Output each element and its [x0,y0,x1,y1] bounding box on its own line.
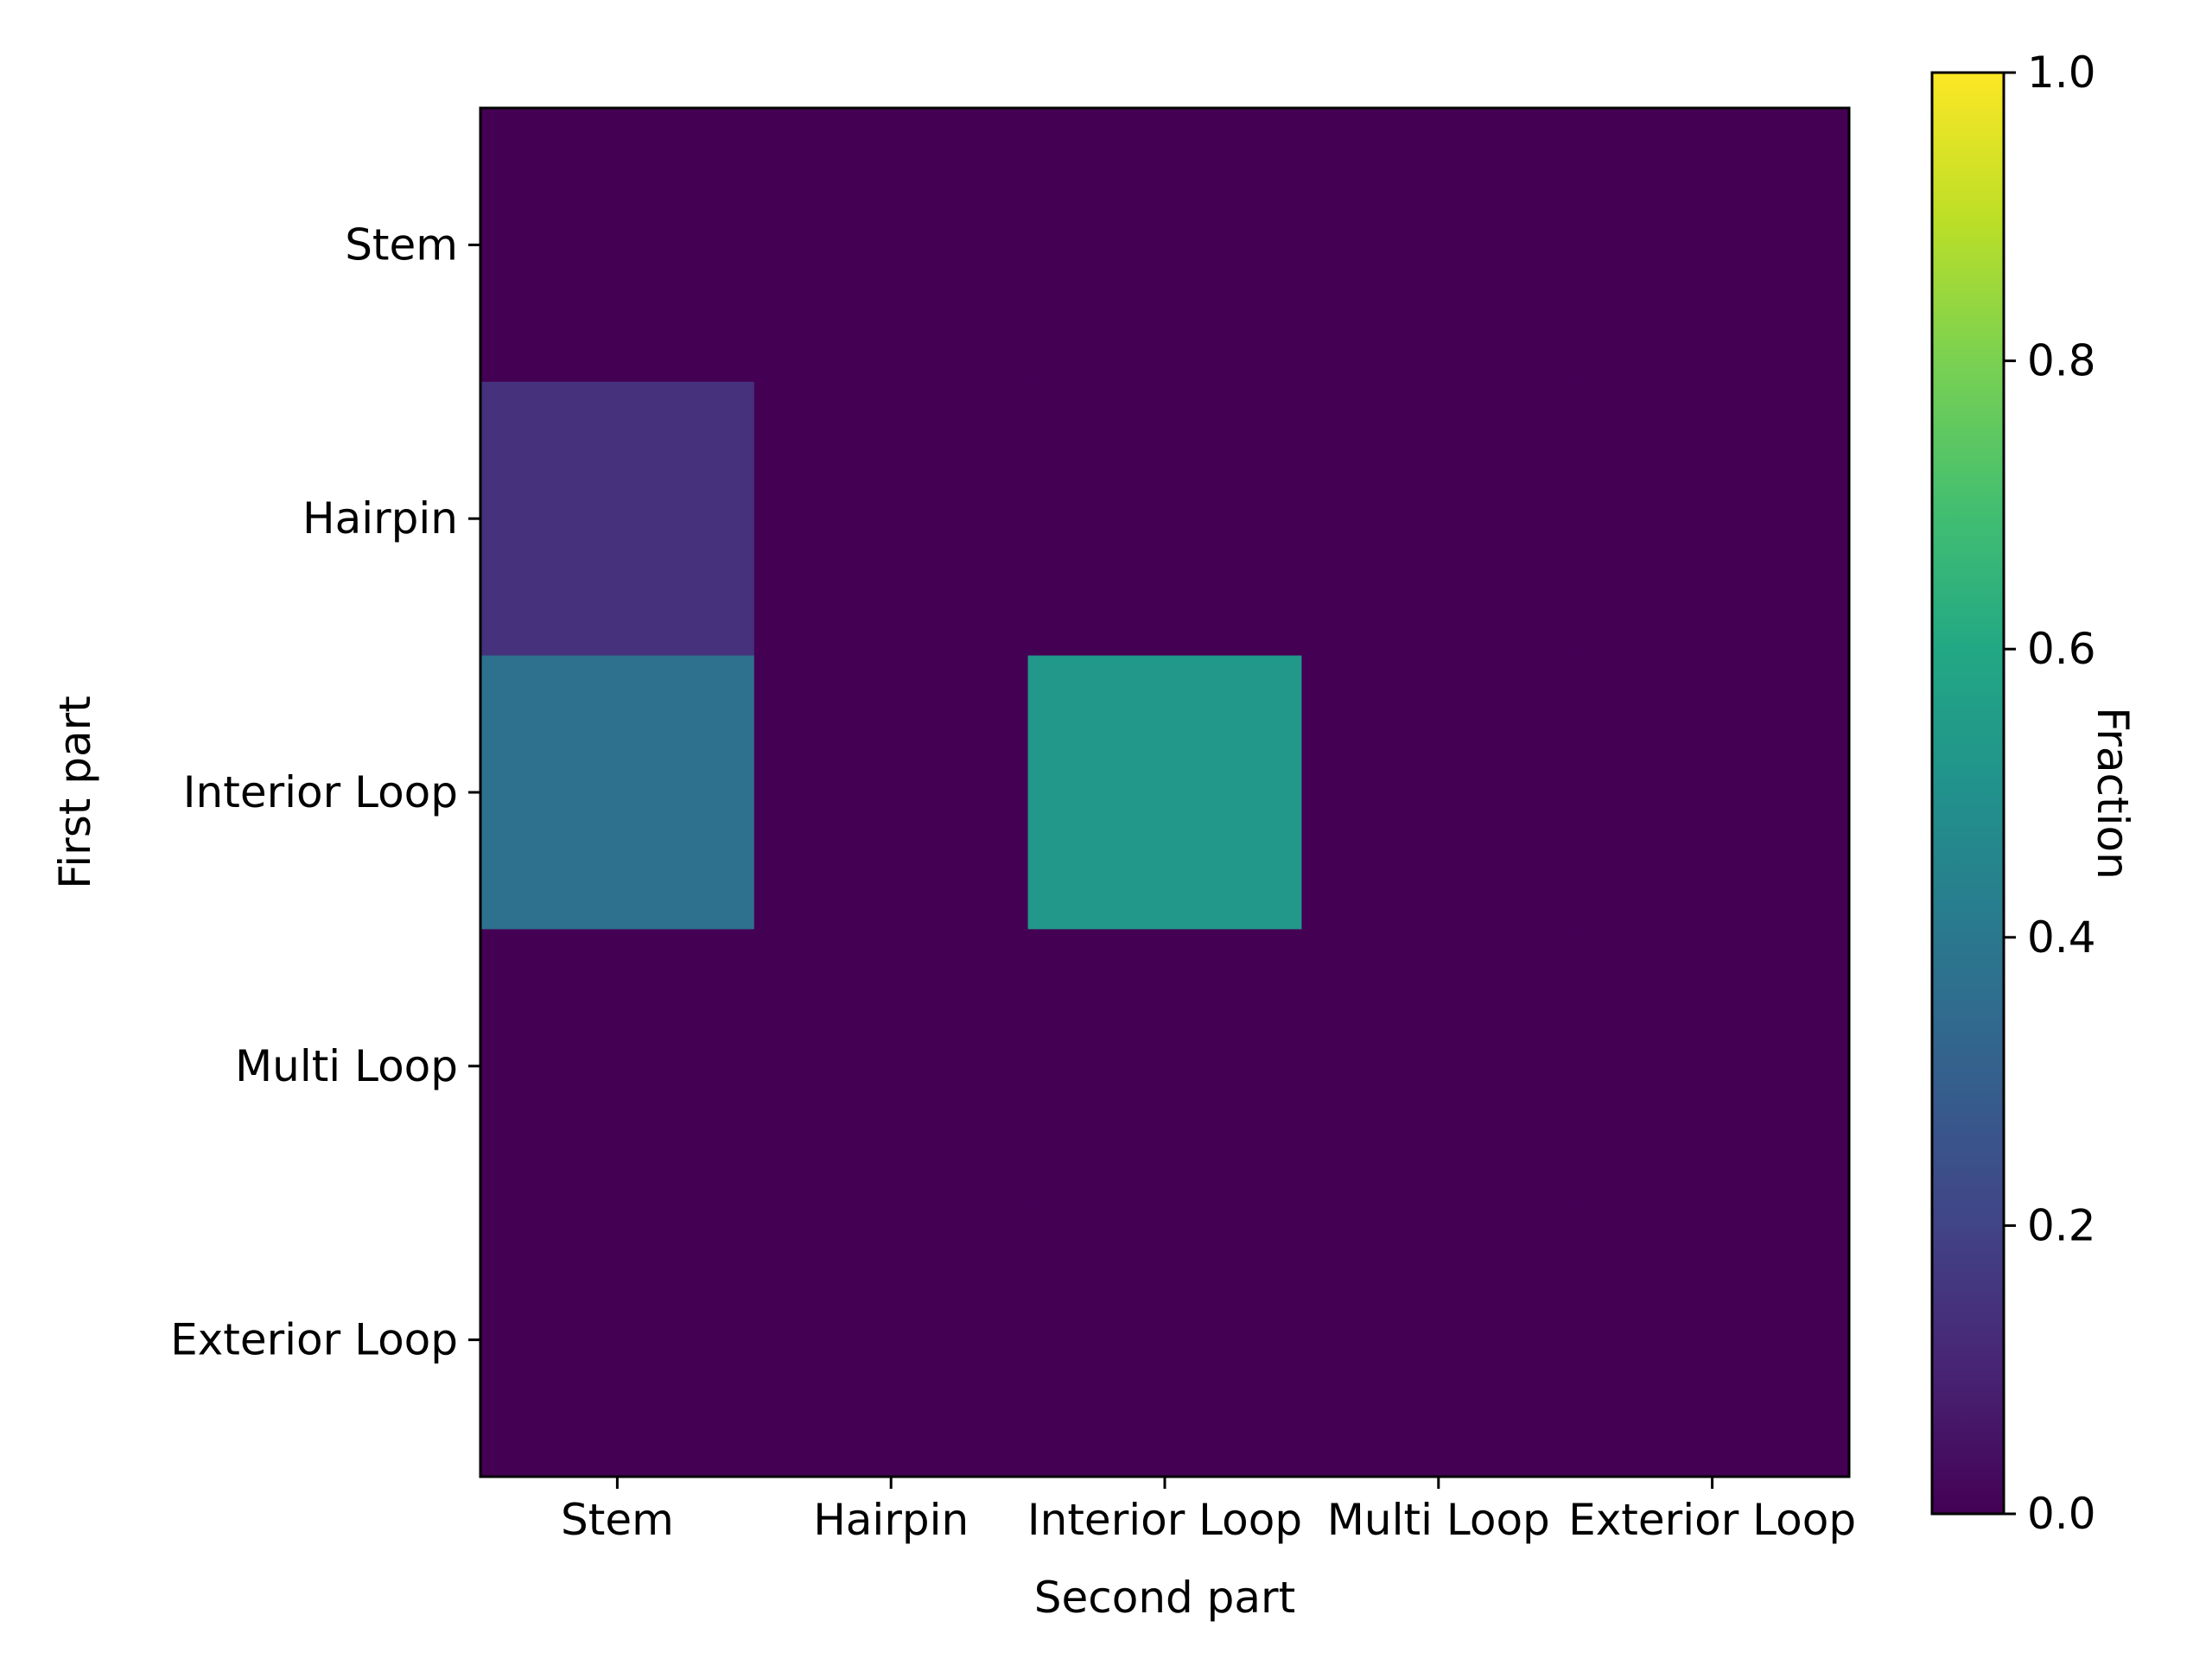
heatmap-cell-0-1 [753,108,1029,383]
heatmap-cell-2-2 [1027,655,1302,930]
heatmap-cell-4-2 [1027,1203,1302,1478]
colorbar-tick-label: 1.0 [2027,48,2096,98]
heatmap-cells [480,108,1850,1478]
y-tick-label: Multi Loop [235,1041,458,1091]
heatmap-cell-0-0 [480,108,755,383]
heatmap-cell-3-0 [480,929,755,1204]
x-axis-label: Second part [1034,1573,1295,1623]
colorbar-tick-label: 0.0 [2027,1489,2096,1539]
heatmap-cell-4-3 [1301,1203,1576,1478]
heatmap-cell-1-1 [753,381,1029,657]
heatmap-cell-1-2 [1027,381,1302,657]
heatmap-cell-3-2 [1027,929,1302,1204]
heatmap-cell-2-4 [1575,655,1850,930]
colorbar-label: Fraction [2088,707,2138,880]
y-tick-label: Stem [345,219,458,270]
y-axis-label: First part [50,696,100,889]
x-tick-label: Stem [561,1495,674,1545]
heatmap-cell-3-1 [753,929,1029,1204]
y-tick-label: Interior Loop [183,767,458,817]
heatmap-cell-2-0 [480,655,755,930]
x-tick-label: Interior Loop [1027,1495,1302,1545]
x-axis-ticks: Stem Hairpin Interior Loop Multi Loop Exteri… [561,1477,1856,1545]
x-tick-label: Hairpin [813,1495,969,1545]
colorbar-tick-label: 0.2 [2027,1200,2096,1250]
heatmap-cell-0-3 [1301,108,1576,383]
colorbar-tick-label: 0.4 [2027,912,2096,963]
colorbar-tick-label: 0.8 [2027,336,2096,386]
heatmap-cell-0-4 [1575,108,1850,383]
heatmap-cell-3-4 [1575,929,1850,1204]
y-axis-ticks: Stem Hairpin Interior Loop Multi Loop Exteri… [170,219,480,1365]
heatmap-cell-1-4 [1575,381,1850,657]
heatmap-cell-1-3 [1301,381,1576,657]
y-tick-label: Hairpin [302,493,458,543]
heatmap-cell-0-2 [1027,108,1302,383]
heatmap-cell-4-0 [480,1203,755,1478]
heatmap-cell-1-0 [480,381,755,657]
y-tick-label: Exterior Loop [170,1315,458,1365]
colorbar-ticks: 0.0 0.2 0.4 0.6 0.8 1.0 [2004,48,2096,1539]
x-tick-label: Exterior Loop [1568,1495,1856,1545]
heatmap-cell-3-3 [1301,929,1576,1204]
heatmap-cell-2-3 [1301,655,1576,930]
colorbar-tick-label: 0.6 [2027,624,2096,674]
heatmap-cell-4-1 [753,1203,1029,1478]
colorbar [1930,71,2005,1516]
heatmap-cell-4-4 [1575,1203,1850,1478]
x-tick-label: Multi Loop [1327,1495,1550,1545]
heatmap-cell-2-1 [753,655,1029,930]
